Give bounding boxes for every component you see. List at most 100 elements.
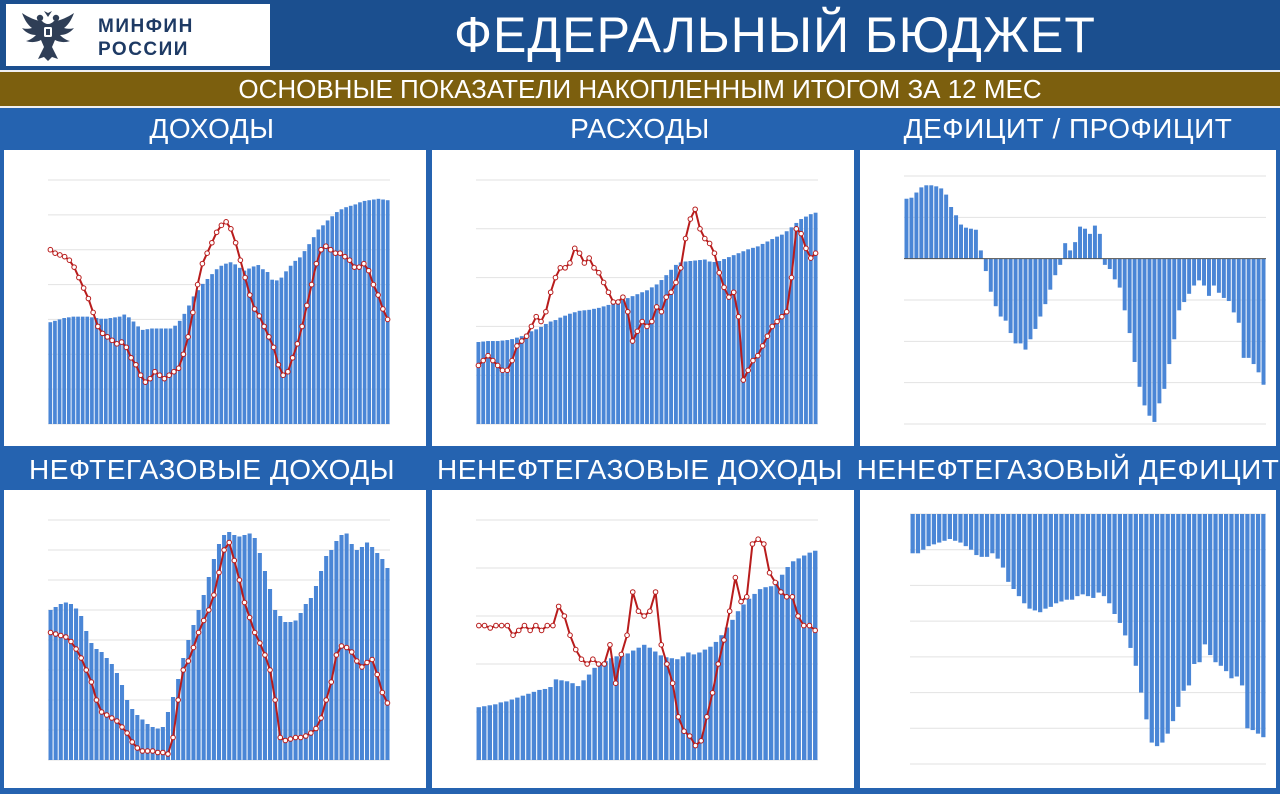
growth-point [766, 570, 773, 576]
bar [63, 602, 68, 760]
bar [691, 654, 697, 760]
bar [619, 655, 625, 760]
bar [482, 706, 487, 760]
growth-point [764, 333, 771, 339]
bar [1208, 514, 1213, 656]
growth-point [812, 627, 818, 634]
bar [66, 317, 71, 424]
growth-point [242, 274, 248, 281]
growth-point [262, 652, 268, 658]
bar [1255, 514, 1261, 734]
growth-point [673, 279, 679, 286]
bar [187, 305, 191, 424]
bar [505, 340, 510, 424]
bar [145, 329, 150, 424]
growth-point [147, 375, 153, 382]
bar [515, 697, 520, 760]
bar [531, 691, 537, 760]
growth-point [795, 613, 801, 619]
bar [548, 687, 553, 760]
growth-point [78, 655, 84, 661]
panel-title-expenditure: РАСХОДЫ [570, 113, 710, 144]
bar [1139, 514, 1144, 693]
growth-point [195, 629, 202, 636]
growth-point [706, 240, 713, 247]
bar [76, 316, 80, 424]
bar [944, 194, 949, 259]
bar [1224, 514, 1229, 672]
double-headed-eagle-icon [22, 11, 74, 61]
growth-point [652, 589, 659, 595]
growth-point [634, 328, 641, 335]
bar [191, 625, 196, 760]
growth-point [170, 734, 176, 741]
bar [247, 533, 252, 760]
growth-point [675, 714, 682, 720]
bar [1154, 514, 1160, 747]
bar [308, 598, 313, 760]
growth-point [738, 598, 744, 605]
growth-point [754, 352, 761, 359]
bar [211, 559, 216, 760]
bar [509, 699, 515, 760]
bar [577, 310, 582, 424]
bar [953, 514, 958, 541]
bar [173, 325, 177, 424]
growth-point [52, 631, 59, 637]
bar [542, 688, 548, 760]
bar [201, 595, 206, 760]
bar [763, 587, 768, 760]
growth-point [711, 250, 718, 256]
growth-point [644, 323, 650, 330]
growth-point [277, 734, 284, 741]
growth-point [266, 334, 272, 340]
bar [302, 251, 307, 424]
growth-point [677, 265, 684, 271]
bar [335, 212, 339, 424]
bar [103, 318, 108, 424]
growth-point [99, 330, 106, 337]
bar [476, 342, 481, 424]
bar [380, 559, 385, 760]
growth-point [499, 367, 506, 374]
bar [154, 328, 159, 424]
panel-title-revenue: ДОХОДЫ [149, 113, 275, 144]
bar [130, 709, 135, 760]
bar [1101, 514, 1107, 597]
growth-point [687, 216, 694, 222]
growth-point [639, 318, 645, 325]
bar [1167, 258, 1172, 365]
growth-point [337, 250, 343, 256]
bar [71, 316, 76, 424]
growth-point [600, 279, 607, 286]
growth-point [514, 343, 520, 349]
growth-point [533, 622, 539, 629]
bar [200, 283, 205, 424]
growth-point [772, 579, 779, 586]
growth-point [292, 734, 299, 741]
bar [1092, 225, 1097, 259]
bar [376, 198, 381, 424]
bar [1147, 258, 1152, 416]
growth-point [384, 700, 391, 706]
bar [1149, 514, 1154, 743]
bar [1172, 258, 1177, 340]
growth-point [104, 334, 111, 340]
bar [616, 302, 621, 424]
bar [181, 658, 186, 760]
bar [493, 704, 498, 760]
bar [949, 207, 954, 259]
bar [1221, 258, 1226, 298]
growth-point [578, 656, 585, 662]
growth-point [103, 712, 110, 718]
bar [94, 318, 99, 424]
bar [1202, 258, 1206, 286]
growth-point [123, 344, 130, 351]
growth-point [702, 235, 708, 242]
growth-point [323, 697, 329, 703]
growth-point [681, 728, 687, 734]
minfin-logo[interactable]: МИНФИН РОССИИ [6, 4, 270, 66]
growth-point [527, 627, 533, 634]
bar [649, 287, 654, 424]
bar [261, 269, 265, 424]
